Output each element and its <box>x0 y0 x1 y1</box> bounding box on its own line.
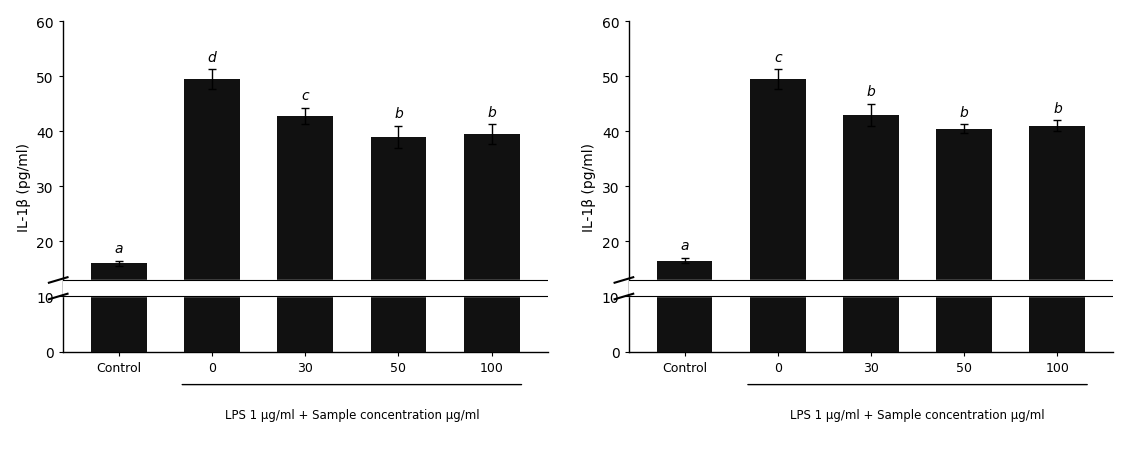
Bar <box>90 264 147 352</box>
Text: b: b <box>1053 101 1062 115</box>
Text: a: a <box>680 239 689 253</box>
Text: c: c <box>774 51 782 64</box>
Bar <box>53 281 557 297</box>
Text: LPS 1 μg/ml + Sample concentration μg/ml: LPS 1 μg/ml + Sample concentration μg/ml <box>790 408 1045 421</box>
Text: d: d <box>208 51 217 64</box>
Text: b: b <box>487 106 496 120</box>
Text: b: b <box>959 106 968 120</box>
Y-axis label: IL-1β (pg/ml): IL-1β (pg/ml) <box>582 143 597 231</box>
Bar <box>937 129 992 352</box>
Text: b: b <box>394 107 403 121</box>
Y-axis label: IL-1β (pg/ml): IL-1β (pg/ml) <box>17 143 31 231</box>
Text: a: a <box>114 242 123 256</box>
Bar <box>371 138 426 352</box>
Bar <box>657 261 713 352</box>
Bar <box>463 135 520 352</box>
Bar <box>843 115 899 352</box>
Bar <box>184 80 240 352</box>
Bar <box>1029 127 1086 352</box>
Text: c: c <box>302 89 310 103</box>
Text: b: b <box>867 85 876 99</box>
Bar <box>750 80 806 352</box>
Bar <box>277 117 333 352</box>
Text: LPS 1 μg/ml + Sample concentration μg/ml: LPS 1 μg/ml + Sample concentration μg/ml <box>225 408 479 421</box>
Bar <box>619 281 1123 297</box>
